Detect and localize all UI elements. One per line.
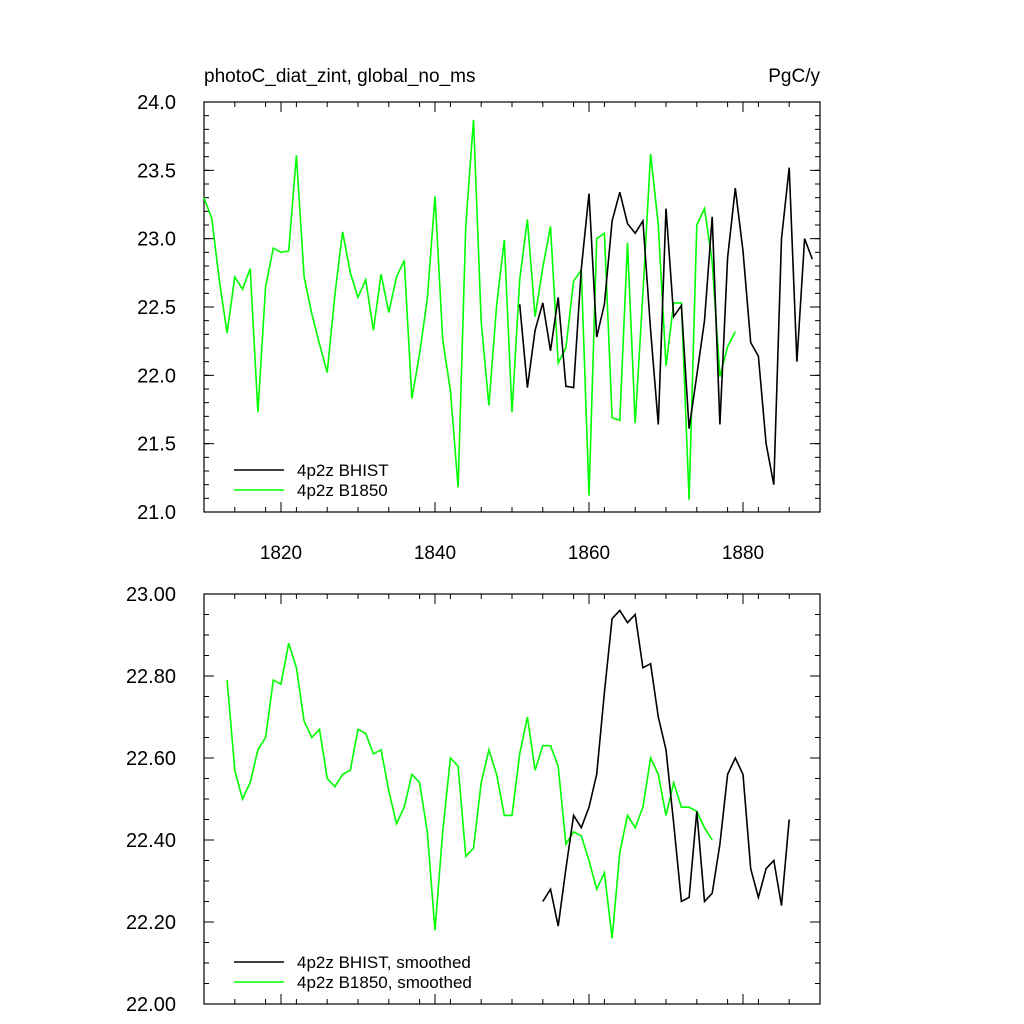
- bottom-legend: 4p2z BHIST, smoothed 4p2z B1850, smoothe…: [234, 953, 472, 992]
- top-legend: 4p2z BHIST 4p2z B1850: [234, 461, 389, 500]
- top-ytick-label: 21.5: [137, 434, 176, 456]
- top-series-bhist-line: [518, 167, 814, 485]
- top-series-b1850-line: [203, 119, 737, 500]
- top-ytick-label: 23.5: [137, 160, 176, 182]
- top-ytick-label: 23.0: [137, 229, 176, 251]
- bottom-ytick-label: 22.00: [126, 994, 176, 1016]
- bottom-series-b1850-line: [226, 642, 713, 939]
- bottom-ytick-label: 22.60: [126, 748, 176, 770]
- top-ytick-label: 21.0: [137, 502, 176, 524]
- bottom-series-bhist-line: [542, 609, 790, 927]
- top-ytick-label: 22.5: [137, 297, 176, 319]
- bottom-legend-label-b1850: 4p2z B1850, smoothed: [297, 973, 472, 992]
- bottom-ytick-label: 22.20: [126, 912, 176, 934]
- top-xtick-label: 1880: [722, 543, 764, 564]
- bottom-ytick-label: 22.40: [126, 830, 176, 852]
- bottom-ytick-label: 22.80: [126, 666, 176, 688]
- top-ytick-label: 24.0: [137, 92, 176, 114]
- top-legend-label-bhist: 4p2z BHIST: [297, 461, 389, 480]
- top-xtick-label: 1840: [414, 543, 456, 564]
- top-ytick-label: 22.0: [137, 365, 176, 387]
- top-xtick-label: 1820: [260, 543, 302, 564]
- top-panel: 21.0 21.5 22.0 22.5 23.0 23.5 24.0 1820 1840 1860…: [137, 92, 821, 564]
- bottom-ytick-label: 23.00: [126, 584, 176, 606]
- top-legend-label-b1850: 4p2z B1850: [297, 481, 388, 500]
- figure-title: photoC_diat_zint, global_no_ms: [204, 66, 475, 87]
- top-xtick-label: 1860: [568, 543, 610, 564]
- units-label: PgC/y: [768, 66, 820, 87]
- bottom-plot-frame: [203, 593, 821, 1005]
- bottom-panel: 22.00 22.20 22.40 22.60 22.80 23.00 4p2z BHIS…: [126, 584, 821, 1016]
- bottom-legend-label-bhist: 4p2z BHIST, smoothed: [297, 953, 471, 972]
